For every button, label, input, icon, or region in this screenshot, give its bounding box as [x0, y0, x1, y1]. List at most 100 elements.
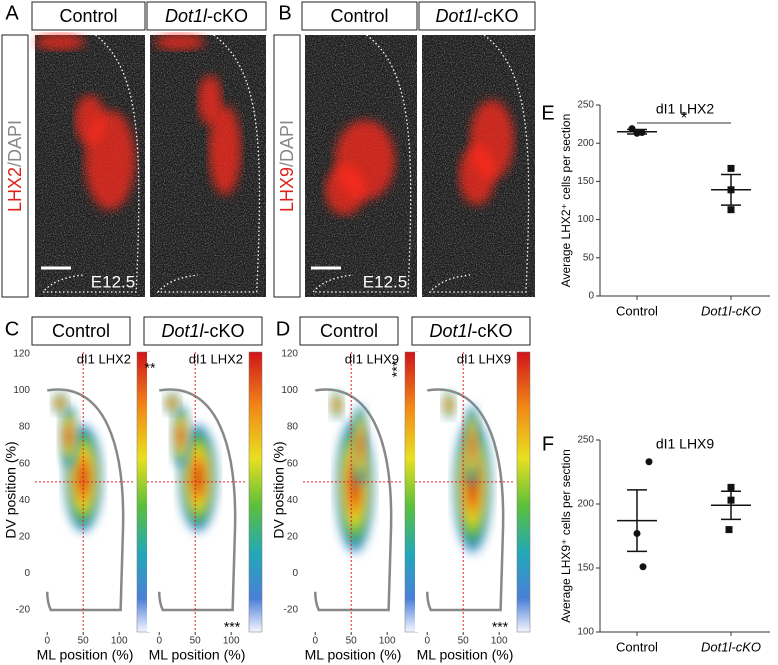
panel-letter: F: [542, 433, 554, 455]
y-axis-label: DV position (%): [271, 441, 287, 538]
micrograph: [150, 34, 266, 297]
density-blob: [441, 390, 457, 420]
stain-marker: LHX2: [5, 167, 25, 212]
cord-outline: [425, 388, 505, 612]
data-point: [645, 458, 653, 466]
data-point: [725, 526, 733, 534]
x-tick-label: 50: [346, 636, 358, 647]
reporter-signal: [75, 95, 105, 145]
data-point: [633, 529, 641, 537]
stain-counter: /DAPI: [5, 120, 25, 167]
header-box: [299, 316, 399, 346]
x-axis-label: ML position (%): [417, 647, 514, 663]
stage-label: E12.5: [363, 272, 407, 291]
gene-name: Dot1l: [435, 6, 478, 26]
panel-letter: A: [5, 2, 19, 24]
data-point: [727, 186, 735, 194]
header-label: Dot1l-cKO: [435, 6, 518, 26]
x-tick-label: 100: [491, 636, 508, 647]
header-box: [31, 316, 131, 346]
plot-title: dI1 LHX9: [457, 351, 511, 366]
y-tick-label: 20: [19, 531, 31, 542]
x-tick-label: 100: [111, 636, 128, 647]
reporter-signal: [459, 145, 495, 205]
y-tick-label: 20: [287, 531, 299, 542]
y-tick-label: 120: [281, 348, 298, 359]
x-tick-label: Control: [616, 303, 658, 318]
header-label: Control: [59, 6, 117, 26]
chart-title: dI1 LHX2: [656, 101, 715, 117]
significance: *: [681, 110, 687, 127]
y-axis-label: DV position (%): [3, 441, 19, 538]
genotype-suffix: -cKO: [472, 321, 513, 341]
header-box: [301, 1, 418, 31]
y-tick-label: 80: [287, 422, 299, 433]
significance: ***: [492, 619, 509, 635]
x-tick-label: 0: [44, 636, 50, 647]
panel-letter: B: [278, 2, 291, 24]
micrograph-nuclei: [150, 35, 266, 297]
tissue-outline: [41, 34, 140, 293]
y-tick-label: 120: [13, 348, 30, 359]
y-tick-label: 0: [588, 291, 594, 302]
x-tick-label: Dot1l-cKO: [701, 639, 761, 654]
significance: **: [145, 360, 156, 376]
y-tick-label: 60: [19, 458, 31, 469]
gene-name: Dot1l: [165, 6, 208, 26]
y-tick-label: -20: [16, 605, 31, 616]
stage-label: E12.5: [91, 272, 135, 291]
stain-label-box: [273, 34, 301, 298]
y-tick-label: 60: [287, 458, 299, 469]
y-tick-label: 100: [13, 385, 30, 396]
density-blob: [170, 402, 191, 470]
data-point: [727, 496, 735, 504]
y-tick-label: 200: [577, 499, 594, 510]
y-tick-label: 100: [577, 214, 594, 225]
x-tick-label: 100: [379, 636, 396, 647]
cord-outline: [45, 388, 125, 612]
stain-counter: /DAPI: [277, 120, 297, 167]
y-tick-label: 0: [24, 568, 30, 579]
significance: ***: [389, 360, 405, 377]
reporter-signal: [325, 165, 365, 215]
plot-title: dI1 LHX2: [189, 351, 243, 366]
data-point: [638, 129, 646, 137]
plot-title: dI1 LHX2: [77, 351, 131, 366]
y-tick-label: 0: [292, 568, 298, 579]
density-blob: [51, 391, 69, 416]
reporter-signal: [198, 75, 222, 125]
data-point: [727, 164, 735, 172]
micrograph: [422, 34, 535, 297]
stain-marker: LHX9: [277, 167, 297, 212]
data-point: [639, 563, 647, 571]
reporter-signal: [155, 34, 205, 50]
genotype-suffix: -cKO: [478, 6, 519, 26]
y-tick-label: 40: [19, 495, 31, 506]
data-point: [727, 483, 735, 491]
x-tick-label: Dot1l-cKO: [701, 303, 761, 318]
panel-letter: D: [276, 318, 290, 340]
x-tick-label: 0: [156, 636, 162, 647]
y-axis-label: Average LHX9⁺ cells per section: [559, 449, 573, 623]
x-tick-label: 50: [190, 636, 202, 647]
data-point: [727, 206, 735, 214]
genotype-suffix: -cKO: [207, 6, 248, 26]
panel-letter: C: [5, 318, 19, 340]
x-tick-label: Control: [616, 639, 658, 654]
header-label: Dot1l-cKO: [161, 321, 244, 341]
reporter-signal: [209, 105, 241, 195]
panel-letter: E: [541, 102, 554, 124]
density-blob: [329, 390, 345, 420]
header-box: [143, 316, 263, 346]
y-tick-label: 50: [583, 252, 595, 263]
gene-name: Dot1l: [161, 321, 204, 341]
x-tick-label: 50: [78, 636, 90, 647]
density-plot: [415, 352, 515, 632]
header-label: Control: [330, 6, 388, 26]
density-plot: [303, 352, 403, 632]
reporter-signal: [35, 34, 85, 50]
micrograph: [35, 34, 145, 297]
header-label: Control: [320, 321, 378, 341]
x-tick-label: 100: [223, 636, 240, 647]
